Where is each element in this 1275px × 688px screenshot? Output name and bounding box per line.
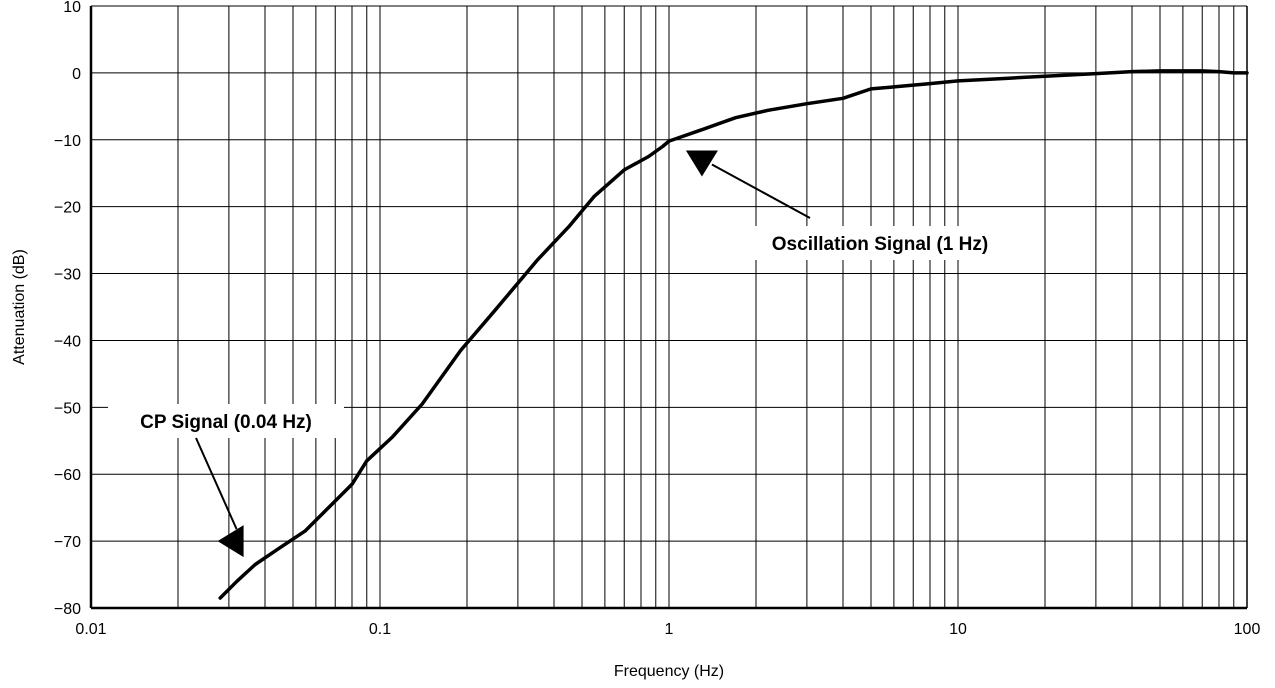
- oscillation-signal-leader: [711, 163, 811, 219]
- y-tick-label: −30: [54, 267, 81, 284]
- y-tick-label: 0: [72, 66, 81, 83]
- tick-labels: 100−10−20−30−40−50−60−70−800.01 0.1 1 10 100: [54, 0, 1261, 638]
- cp-signal-label-bg: [108, 404, 344, 438]
- x-axis-title: Frequency (Hz): [614, 663, 724, 680]
- x-tick-label: 1: [665, 621, 674, 638]
- oscillation-signal-arrow: [685, 150, 718, 177]
- series-layer: [218, 69, 1249, 600]
- annotations: CP Signal (0.04 Hz) Oscillation Signal (1…: [108, 150, 1018, 558]
- cp-signal-leader: [195, 437, 238, 530]
- y-axis-title: Attenuation (dB): [11, 249, 28, 365]
- y-tick-label: −70: [54, 534, 81, 551]
- attenuation-curve: [218, 69, 1249, 600]
- y-tick-label: −10: [54, 133, 81, 150]
- y-tick-label: −60: [54, 467, 81, 484]
- y-tick-label: −40: [54, 333, 81, 350]
- cp-signal-arrow: [217, 525, 244, 558]
- y-tick-label: −50: [54, 400, 81, 417]
- oscillation-signal-label: Oscillation Signal (1 Hz): [772, 234, 988, 255]
- x-tick-label: 0.1: [369, 621, 391, 638]
- x-tick-label: 0.01: [75, 621, 106, 638]
- x-tick-label: 10: [949, 621, 967, 638]
- oscillation-signal-label-bg: [742, 226, 1018, 260]
- cp-signal-label: CP Signal (0.04 Hz): [140, 412, 312, 433]
- y-tick-label: 10: [63, 0, 81, 16]
- y-tick-label: −20: [54, 200, 81, 217]
- grid: [90, 5, 1248, 609]
- y-tick-label: −80: [54, 601, 81, 618]
- x-tick-label: 100: [1234, 621, 1261, 638]
- axes: [89, 6, 1248, 610]
